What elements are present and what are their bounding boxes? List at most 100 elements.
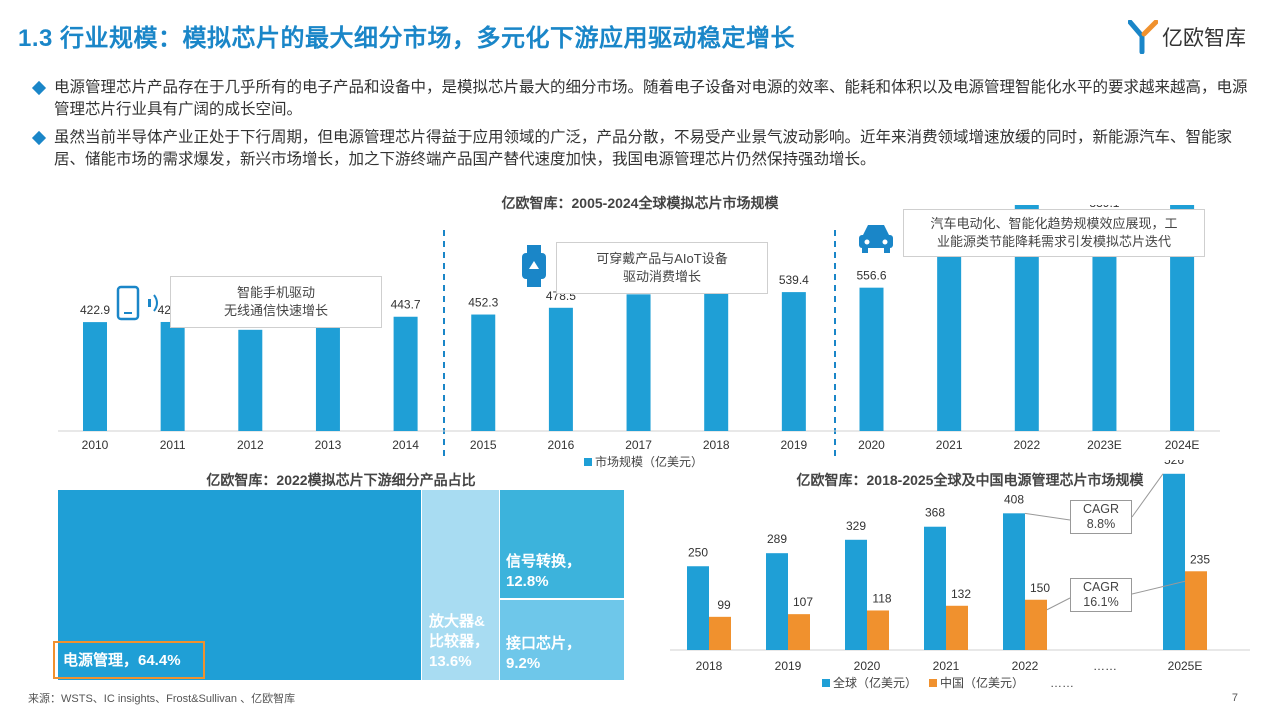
- bar-china: [788, 614, 810, 650]
- bar: [704, 279, 729, 431]
- bar-global: [924, 526, 946, 650]
- x-tick-label: 2023E: [1087, 438, 1122, 452]
- x-tick-label: 2018: [696, 659, 723, 673]
- diamond-icon: [31, 130, 47, 146]
- x-tick-label: 2017: [625, 438, 652, 452]
- treemap-cell-signal: 信号转换， 12.8%: [500, 490, 624, 598]
- x-tick-label: 2019: [775, 659, 802, 673]
- x-tick-label: 2020: [858, 438, 885, 452]
- data-label-global: 368: [925, 506, 945, 520]
- logo-icon: [1128, 20, 1158, 54]
- bar: [160, 321, 185, 431]
- data-label-global: 526: [1164, 460, 1184, 467]
- bar-china: [709, 616, 731, 650]
- bar-global: [845, 539, 867, 650]
- diamond-icon: [31, 80, 47, 96]
- power-chip-chart: 2018 250 99 2019 289 107 2020 329 118 2021 368 132 2…: [670, 460, 1250, 673]
- legend-swatch: [822, 678, 830, 687]
- bar-china: [946, 605, 968, 650]
- legend-label: 市场规模（亿美元）: [595, 455, 704, 469]
- bar: [626, 294, 651, 431]
- data-label-china: 118: [872, 591, 891, 605]
- logo: 亿欧智库: [1128, 20, 1246, 54]
- x-tick-label: 2018: [703, 438, 730, 452]
- bar: [937, 240, 962, 431]
- bar-global: [1163, 473, 1185, 650]
- power-chip-chart-legend: 全球（亿美元） 中国（亿美元） ……: [822, 674, 1074, 691]
- treemap-title: 亿欧智库：2022模拟芯片下游细分产品占比: [206, 472, 476, 488]
- data-label: 539.4: [779, 273, 809, 287]
- data-label-global: 289: [767, 532, 787, 546]
- legend-swatch: [929, 678, 938, 687]
- x-tick-label: 2010: [82, 438, 109, 452]
- data-label: 839.1: [1089, 205, 1119, 210]
- cagr-connector: [1046, 597, 1071, 611]
- cagr-callout-global: CAGR 8.8%: [1070, 500, 1132, 534]
- data-label-china: 235: [1190, 552, 1210, 566]
- legend-label: 中国（亿美元）: [940, 676, 1025, 690]
- phone-icon: [116, 285, 158, 321]
- x-tick-label: 2025E: [1168, 659, 1203, 673]
- cagr-connector: [1024, 512, 1071, 521]
- bar: [548, 307, 573, 431]
- x-tick-label: ……: [1093, 659, 1117, 673]
- x-tick-label: 2019: [780, 438, 807, 452]
- car-icon: [859, 225, 893, 253]
- treemap-cell-interface: 接口芯片， 9.2%: [500, 600, 624, 680]
- source-note: 来源：WSTS、IC insights、Frost&Sullivan 、亿欧智库: [28, 693, 296, 705]
- bullet-list: 电源管理芯片产品存在于几乎所有的电子产品和设备中，是模拟芯片最大的细分市场。随着…: [31, 77, 1262, 177]
- x-tick-label: 2022: [1013, 438, 1040, 452]
- bar: [393, 316, 418, 431]
- treemap-cell-power: 电源管理，64.4%: [53, 490, 421, 680]
- cagr-callout-china: CAGR 16.1%: [1070, 578, 1132, 612]
- market-chart-legend: 市场规模（亿美元）: [584, 453, 703, 470]
- data-label-global: 250: [688, 545, 708, 559]
- annotation-phone: 智能手机驱动 无线通信快速增长: [170, 276, 382, 328]
- cagr-connector: [1131, 473, 1164, 518]
- x-tick-label: 2022: [1012, 659, 1039, 673]
- bar: [859, 287, 884, 431]
- bar-global: [687, 566, 709, 650]
- annotation-wearable: 可穿戴产品与AIoT设备 驱动消费增长: [556, 242, 768, 294]
- data-label: 422.9: [80, 303, 110, 317]
- bullet-item: 电源管理芯片产品存在于几乎所有的电子产品和设备中，是模拟芯片最大的细分市场。随着…: [31, 77, 1262, 121]
- treemap-cell-amplifier: 放大器& 比较器， 13.6%: [422, 490, 499, 680]
- bar-china: [1025, 599, 1047, 650]
- bullet-item: 虽然当前半导体产业正处于下行周期，但电源管理芯片得益于应用领域的广泛，产品分散，…: [31, 127, 1262, 171]
- data-label: 556.6: [856, 269, 886, 283]
- cagr-connector: [1131, 580, 1186, 595]
- page-number: 7: [1231, 692, 1238, 704]
- bar: [83, 322, 107, 431]
- data-label-china: 150: [1030, 581, 1050, 595]
- bullet-text: 电源管理芯片产品存在于几乎所有的电子产品和设备中，是模拟芯片最大的细分市场。随着…: [54, 79, 1248, 118]
- bar: [471, 314, 496, 431]
- data-label: 443.7: [391, 298, 421, 312]
- logo-text: 亿欧智库: [1162, 26, 1246, 50]
- power-chip-chart-title: 亿欧智库：2018-2025全球及中国电源管理芯片市场规模: [796, 472, 1144, 488]
- bar: [315, 327, 340, 431]
- bar-global: [1003, 513, 1025, 650]
- bar: [238, 329, 263, 431]
- x-tick-label: 2021: [936, 438, 963, 452]
- x-tick-label: 2024E: [1165, 438, 1200, 452]
- data-label-china: 107: [793, 595, 813, 609]
- data-label-china: 132: [951, 587, 971, 601]
- data-label-global: 408: [1004, 492, 1024, 506]
- x-tick-label: 2020: [854, 659, 881, 673]
- bar-china: [1185, 571, 1207, 650]
- x-tick-label: 2013: [315, 438, 342, 452]
- legend-label: 全球（亿美元）: [833, 676, 918, 690]
- bar-global: [766, 553, 788, 650]
- x-tick-label: 2016: [548, 438, 575, 452]
- x-tick-label: 2011: [160, 438, 186, 452]
- treemap-label-power: 电源管理，64.4%: [53, 641, 205, 679]
- bar: [781, 292, 806, 431]
- x-tick-label: 2015: [470, 438, 497, 452]
- data-label-global: 329: [846, 519, 866, 533]
- legend-ellipsis: ……: [1050, 675, 1075, 690]
- market-chart-title: 亿欧智库：2005-2024全球模拟芯片市场规模: [501, 195, 779, 211]
- page-title: 1.3 行业规模：模拟芯片的最大细分市场，多元化下游应用驱动稳定增长: [18, 25, 796, 52]
- annotation-auto: 汽车电动化、智能化趋势规模效应展现，工 业能源类节能降耗需求引发模拟芯片迭代: [903, 209, 1205, 257]
- data-label-china: 99: [717, 598, 731, 612]
- smartwatch-icon: [522, 245, 546, 287]
